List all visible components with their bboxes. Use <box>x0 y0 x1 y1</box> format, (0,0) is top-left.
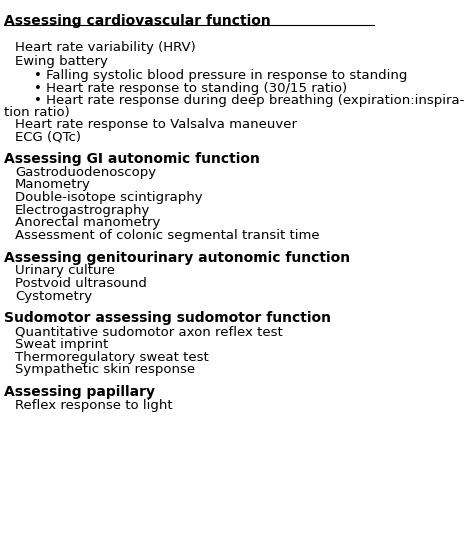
Text: Heart rate response to Valsalva maneuver: Heart rate response to Valsalva maneuver <box>15 118 297 131</box>
Text: Sudomotor assessing sudomotor function: Sudomotor assessing sudomotor function <box>4 311 331 325</box>
Text: Ewing battery: Ewing battery <box>15 55 108 68</box>
Text: Electrogastrography: Electrogastrography <box>15 204 150 217</box>
Text: Sweat imprint: Sweat imprint <box>15 338 109 351</box>
Text: Reflex response to light: Reflex response to light <box>15 399 173 412</box>
Text: Gastroduodenoscopy: Gastroduodenoscopy <box>15 166 156 179</box>
Text: Heart rate variability (HRV): Heart rate variability (HRV) <box>15 41 196 55</box>
Text: Anorectal manometry: Anorectal manometry <box>15 216 161 230</box>
Text: tion ratio): tion ratio) <box>4 106 70 119</box>
Text: Assessing GI autonomic function: Assessing GI autonomic function <box>4 152 260 166</box>
Text: Assessing papillary: Assessing papillary <box>4 385 155 399</box>
Text: Urinary culture: Urinary culture <box>15 264 115 278</box>
Text: Sympathetic skin response: Sympathetic skin response <box>15 363 195 376</box>
Text: Quantitative sudomotor axon reflex test: Quantitative sudomotor axon reflex test <box>15 325 283 338</box>
Text: Assessing cardiovascular function: Assessing cardiovascular function <box>4 14 271 28</box>
Text: Assessing genitourinary autonomic function: Assessing genitourinary autonomic functi… <box>4 251 350 264</box>
Text: Thermoregulatory sweat test: Thermoregulatory sweat test <box>15 351 209 364</box>
Text: Postvoid ultrasound: Postvoid ultrasound <box>15 277 147 290</box>
Text: • Heart rate response to standing (30/15 ratio): • Heart rate response to standing (30/15… <box>34 82 347 95</box>
Text: Cystometry: Cystometry <box>15 290 92 303</box>
Text: • Falling systolic blood pressure in response to standing: • Falling systolic blood pressure in res… <box>34 69 407 82</box>
Text: Manometry: Manometry <box>15 178 91 192</box>
Text: ECG (QTc): ECG (QTc) <box>15 130 81 144</box>
Text: Assessment of colonic segmental transit time: Assessment of colonic segmental transit … <box>15 229 320 242</box>
Text: Double-isotope scintigraphy: Double-isotope scintigraphy <box>15 191 203 204</box>
Text: • Heart rate response during deep breathing (expiration:inspira-: • Heart rate response during deep breath… <box>34 94 465 108</box>
